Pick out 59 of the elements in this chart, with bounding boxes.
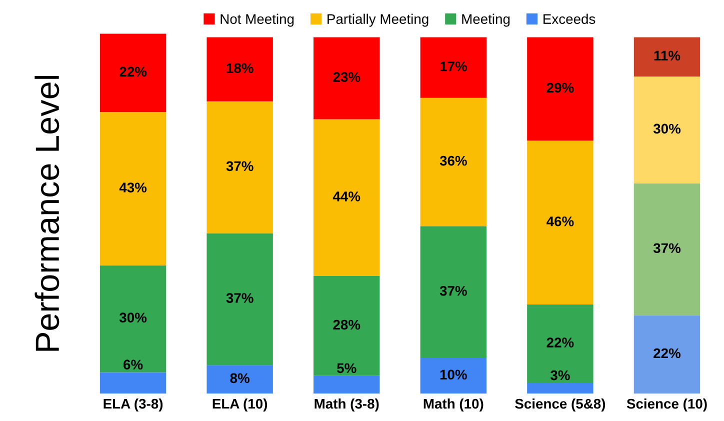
data-label: 23% [333,72,360,82]
data-label: 36% [440,156,467,166]
bar [314,119,380,276]
data-label: 11% [654,50,680,61]
bar [634,76,700,184]
data-label: 37% [653,243,681,254]
x-tick-label: Math (3-8) [314,398,379,412]
bar [314,276,380,376]
bar [527,304,594,383]
data-label: 22% [546,338,574,348]
bar [527,37,594,141]
bar [420,37,487,98]
data-label: 29% [546,82,574,93]
bar [100,34,166,112]
bar [420,226,487,358]
legend-label: Partially Meeting [328,14,428,27]
legend-label: Not Meeting [220,14,294,27]
data-label: 6% [124,360,143,370]
bar [100,372,166,394]
x-tick-label: ELA (10) [212,398,268,412]
x-tick-label: Math (10) [424,398,484,412]
legend-label: Exceeds [544,14,596,24]
x-tick-label: Science (5&8) [515,398,606,412]
data-label: 46% [546,216,574,226]
data-label: 18% [226,63,254,74]
data-label: 43% [119,182,147,192]
bar [206,101,273,234]
bar [206,37,273,102]
data-label: 22% [654,348,681,358]
bar [527,140,594,305]
bar [314,37,380,120]
y-axis-title: Performance Level [34,76,60,351]
bar [634,183,700,316]
data-label: 37% [440,286,467,296]
data-label: 37% [226,293,254,303]
x-tick-label: ELA (3-8) [104,398,163,412]
data-label: 5% [337,363,356,374]
data-label: 17% [440,61,467,72]
data-label: 30% [653,124,681,134]
bar [527,382,594,394]
data-label: 37% [226,161,254,172]
bar [206,365,273,394]
bar [100,112,166,266]
x-tick-label: Science (10) [626,398,707,412]
bar [420,358,487,394]
bar [206,233,273,366]
bar [634,315,700,394]
data-label: 3% [550,370,570,380]
bar [634,37,700,76]
bar [420,98,487,226]
data-label: 22% [120,66,147,77]
legend-label: Meeting [462,14,510,27]
bar [314,376,380,394]
data-label: 8% [230,373,250,384]
data-label: 28% [333,320,360,330]
data-label: 10% [440,370,467,380]
data-label: 30% [119,312,147,323]
data-label: 44% [332,192,360,202]
bar [100,265,166,372]
